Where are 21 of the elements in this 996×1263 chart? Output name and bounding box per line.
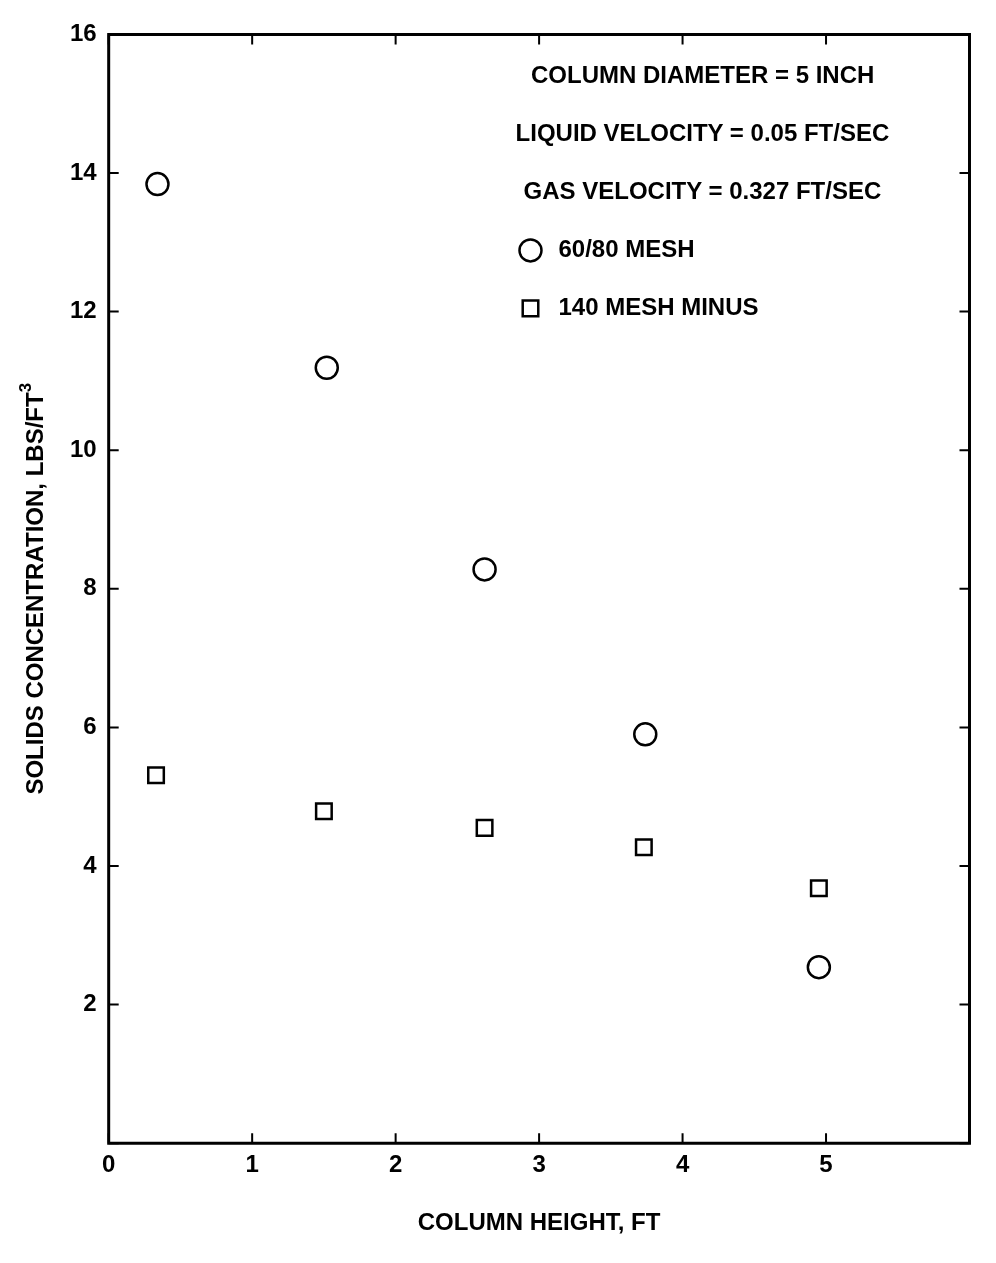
x-tick-label: 2 <box>388 1150 403 1178</box>
annotation: COLUMN DIAMETER = 5 INCH <box>530 61 875 89</box>
y-tick-label: 16 <box>69 19 97 47</box>
x-tick-label: 3 <box>532 1150 546 1178</box>
y-tick-label: 6 <box>83 712 97 740</box>
y-tick-label: 10 <box>69 434 97 462</box>
y-axis-title: SOLIDS CONCENTRATION, LBS/FT3 <box>16 383 48 795</box>
legend-label: 140 MESH MINUS <box>558 293 759 321</box>
x-tick-label: 0 <box>102 1150 116 1178</box>
annotation: LIQUID VELOCITY = 0.05 FT/SEC <box>515 119 890 147</box>
x-tick-label: 5 <box>819 1150 833 1178</box>
y-tick-label: 12 <box>69 296 97 324</box>
y-tick-label: 4 <box>83 850 98 878</box>
x-tick-label: 4 <box>675 1150 690 1178</box>
y-tick-label: 14 <box>69 157 98 185</box>
x-tick-label: 1 <box>245 1150 259 1178</box>
annotation: GAS VELOCITY = 0.327 FT/SEC <box>523 177 882 205</box>
y-tick-label: 8 <box>83 573 97 601</box>
y-tick-label: 2 <box>83 989 97 1017</box>
x-axis-title: COLUMN HEIGHT, FT <box>417 1207 661 1235</box>
legend-label: 60/80 MESH <box>558 235 695 263</box>
